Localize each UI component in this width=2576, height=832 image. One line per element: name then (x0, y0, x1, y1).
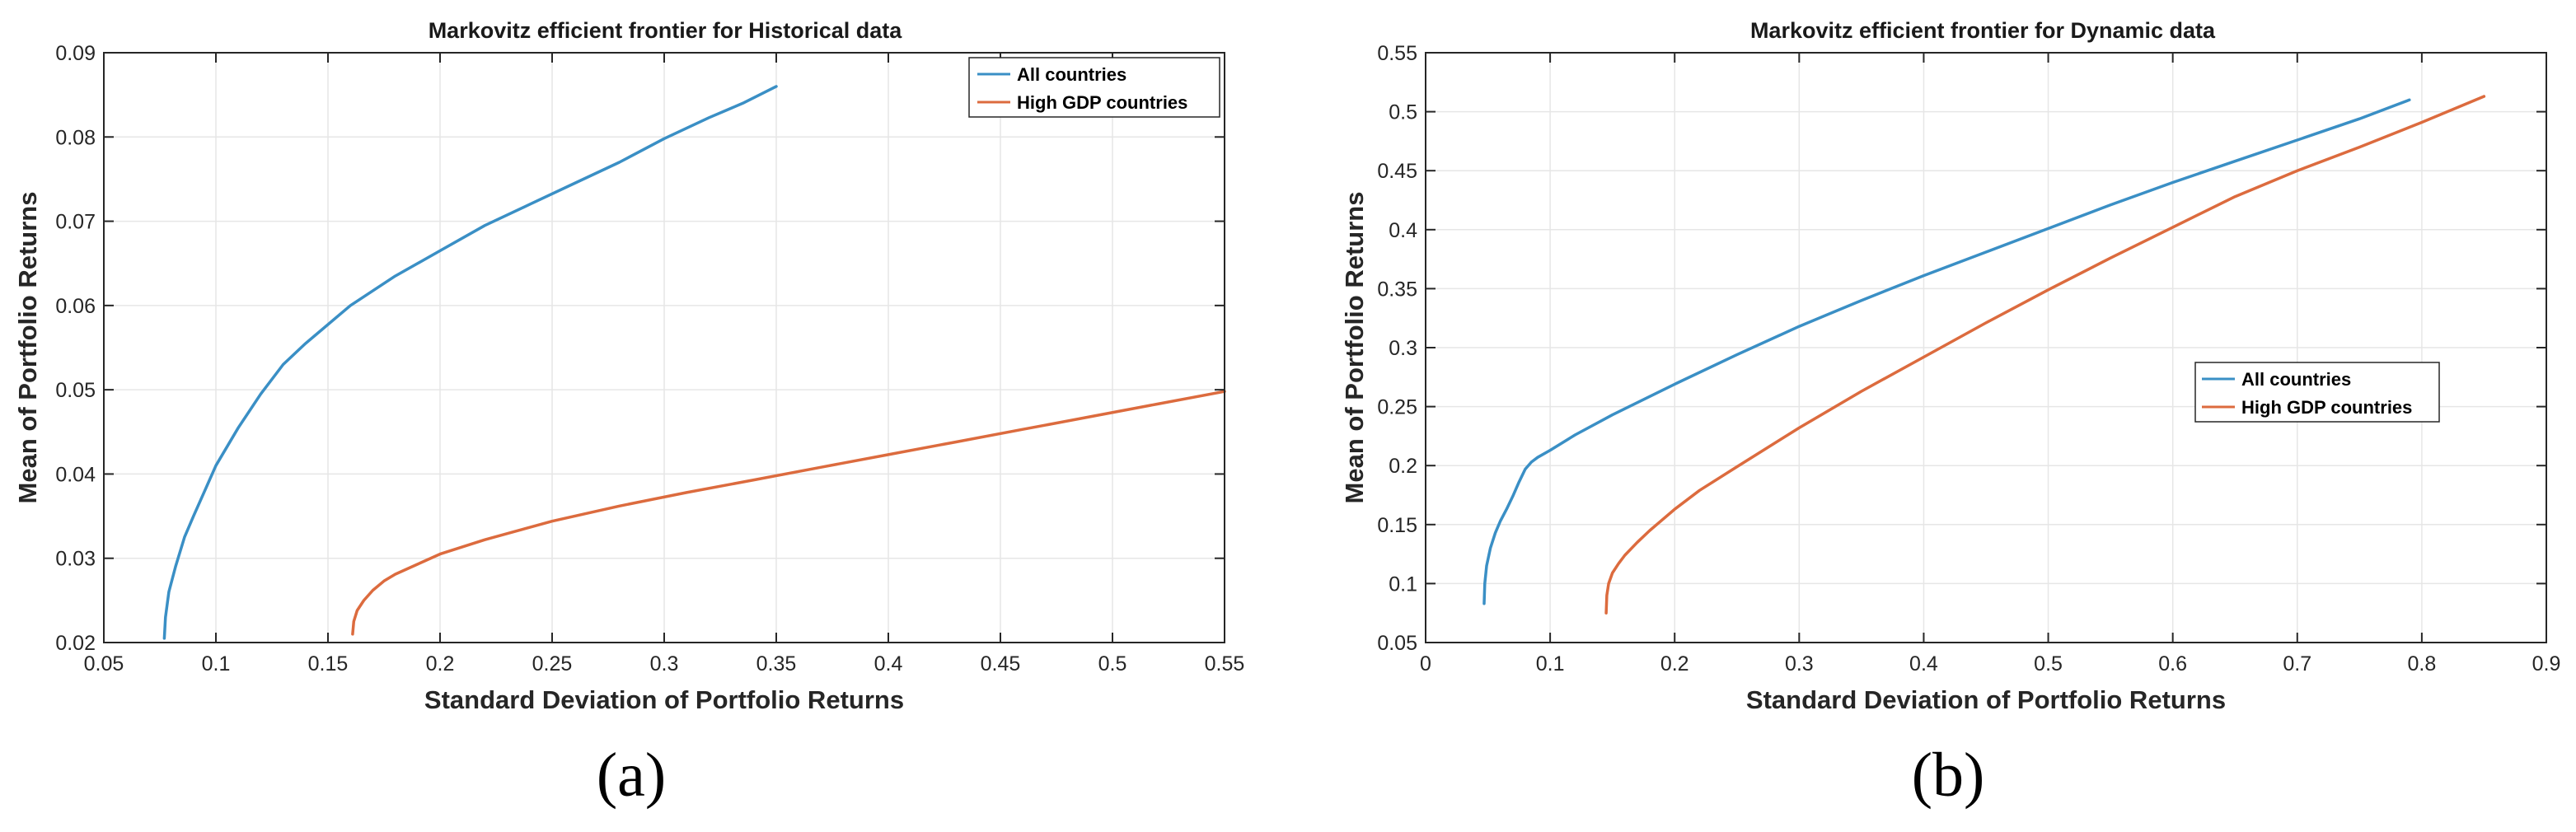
y-tick-label: 0.4 (1389, 219, 1417, 242)
x-tick-label: 0.2 (1660, 652, 1689, 675)
legend-label-high-gdp: High GDP countries (2241, 397, 2412, 418)
panel-label: (a) (597, 741, 666, 810)
x-axis-label: Standard Deviation of Portfolio Returns (1746, 685, 2226, 714)
y-tick-label: 0.25 (1377, 396, 1417, 419)
legend-box (2194, 362, 2440, 423)
y-tick-label: 0.06 (55, 295, 96, 318)
y-tick-label: 0.55 (1377, 42, 1417, 65)
legend-box (968, 57, 1220, 118)
tick-layer: 0.05 0.1 0.15 0.2 0.25 0.3 0.35 0.4 0.45 0.5 0.55 0… (55, 42, 1244, 675)
y-tick-label: 0.15 (1377, 514, 1417, 537)
y-tick-label: 0.45 (1377, 160, 1417, 183)
y-tick-label: 0.03 (55, 548, 96, 571)
series-line-high-gdp (1604, 95, 2486, 615)
y-tick-label: 0.02 (55, 632, 96, 655)
y-axis-label: Mean of Portfolio Returns (1340, 192, 1369, 504)
x-tick-label: 0.6 (2158, 652, 2187, 675)
y-axis-label: Mean of Portfolio Returns (13, 192, 42, 504)
x-tick-label: 0.1 (202, 652, 231, 675)
panel-label: (b) (1912, 741, 1985, 810)
chart-panel-b: Markovitz efficient frontier for Dynamic… (1340, 18, 2560, 810)
x-tick-label: 0.2 (426, 652, 455, 675)
legend-label-all-countries: All countries (2241, 369, 2351, 390)
x-tick-label: 0.55 (1205, 652, 1245, 675)
x-tick-label: 0.35 (756, 652, 797, 675)
x-tick-label: 0.3 (1785, 652, 1814, 675)
x-tick-label: 0.5 (1098, 652, 1127, 675)
series-line-all-countries (162, 85, 778, 640)
grid-layer (1425, 52, 2547, 643)
legend-label-high-gdp: High GDP countries (1017, 92, 1187, 113)
y-tick-label: 0.3 (1389, 337, 1417, 360)
y-tick-label: 0.08 (55, 126, 96, 149)
legend: All countries High GDP countries (2194, 362, 2440, 423)
x-tick-label: 0.8 (2408, 652, 2437, 675)
x-tick-label: 0.9 (2532, 652, 2561, 675)
y-tick-label: 0.35 (1377, 278, 1417, 301)
x-tick-label: 0.1 (1536, 652, 1565, 675)
x-tick-label: 0.05 (84, 652, 124, 675)
chart-title: Markovitz efficient frontier for Histori… (429, 18, 903, 43)
x-tick-label: 0.4 (874, 652, 903, 675)
y-tick-label: 0.05 (1377, 632, 1417, 655)
x-tick-label: 0.3 (650, 652, 679, 675)
x-tick-label: 0.25 (532, 652, 573, 675)
y-tick-label: 0.5 (1389, 101, 1417, 124)
tick-layer: 0 0.1 0.2 0.3 0.4 0.5 0.6 0.7 0.8 0.9 0.05 0.1 0.15 0… (1377, 42, 2560, 675)
x-tick-label: 0.45 (981, 652, 1021, 675)
y-tick-label: 0.04 (55, 463, 96, 486)
legend: All countries High GDP countries (968, 57, 1220, 118)
x-tick-label: 0.7 (2283, 652, 2311, 675)
x-axis-label: Standard Deviation of Portfolio Returns (424, 685, 904, 714)
series-layer (162, 85, 1226, 640)
x-tick-label: 0 (1420, 652, 1431, 675)
legend-label-all-countries: All countries (1017, 64, 1126, 85)
x-tick-label: 0.5 (2034, 652, 2063, 675)
series-layer (1482, 95, 2486, 615)
chart-title: Markovitz efficient frontier for Dynamic… (1750, 18, 2216, 43)
y-tick-label: 0.1 (1389, 573, 1417, 596)
x-tick-label: 0.4 (1909, 652, 1938, 675)
plot-area: 0.05 0.1 0.15 0.2 0.25 0.3 0.35 0.4 0.45 0.5 0.55 0… (55, 42, 1244, 675)
y-tick-label: 0.05 (55, 379, 96, 402)
x-tick-label: 0.15 (308, 652, 349, 675)
chart-panel-a: Markovitz efficient frontier for Histori… (13, 18, 1244, 810)
plot-area: 0 0.1 0.2 0.3 0.4 0.5 0.6 0.7 0.8 0.9 0.05 0.1 0.15 0… (1377, 42, 2560, 675)
y-tick-label: 0.2 (1389, 455, 1417, 478)
series-line-all-countries (1482, 98, 2411, 605)
y-tick-label: 0.09 (55, 42, 96, 65)
y-tick-label: 0.07 (55, 211, 96, 234)
series-line-high-gdp (351, 390, 1226, 636)
